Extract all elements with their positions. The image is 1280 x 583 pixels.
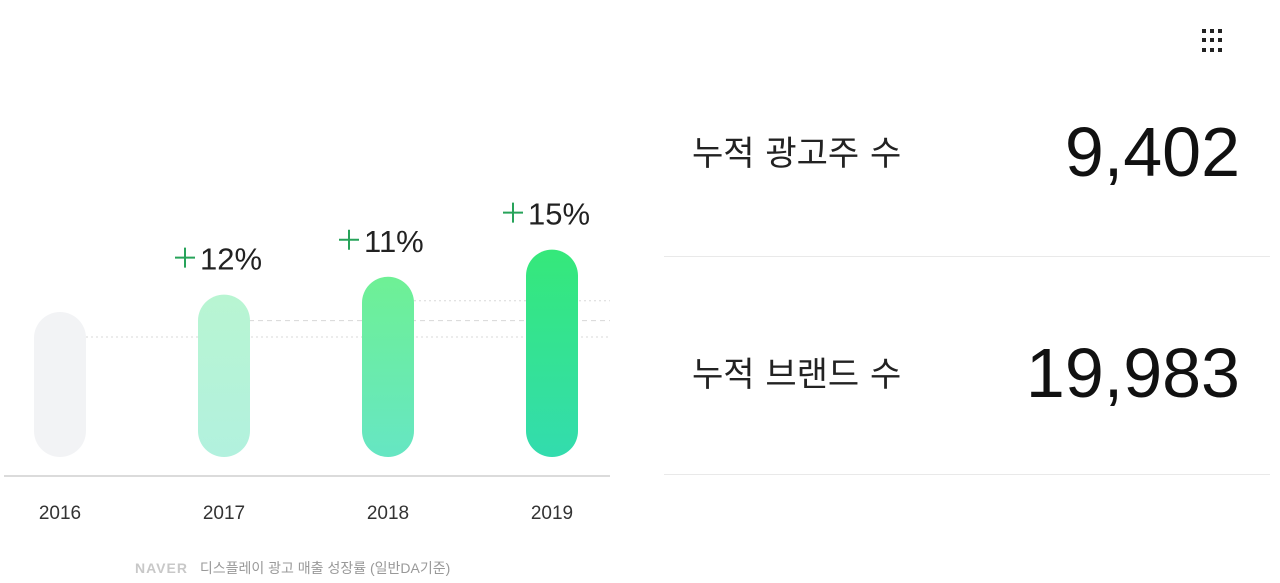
year-label-2017: 2017: [203, 503, 245, 524]
plus-icon: [175, 247, 195, 268]
stat-label: 누적 브랜드 수: [692, 355, 902, 395]
stat-brands: 누적 브랜드 수 19,983: [664, 257, 1270, 475]
bar-2016: [34, 312, 86, 457]
stats-panel: 누적 광고주 수 9,402 누적 브랜드 수 19,983: [664, 40, 1270, 475]
bar-2019: [526, 249, 578, 457]
naver-logo-text: NAVER: [135, 560, 188, 576]
plus-icon: [503, 202, 523, 223]
year-label-2019: 2019: [531, 503, 573, 524]
chart-caption: NAVER 디스플레이 광고 매출 성장률 (일반DA기준): [135, 558, 450, 578]
stat-value: 9,402: [1064, 113, 1240, 191]
stat-label: 누적 광고주 수: [692, 134, 902, 174]
grid-menu-icon[interactable]: [1202, 29, 1226, 53]
growth-label-2017: 12%: [200, 242, 262, 277]
stat-value: 19,983: [1025, 334, 1240, 412]
bar-2017: [198, 294, 250, 457]
stat-advertisers: 누적 광고주 수 9,402: [664, 40, 1270, 257]
plus-icon: [339, 229, 359, 250]
year-label-2016: 2016: [39, 503, 81, 524]
bar-2018: [362, 276, 414, 457]
growth-label-2019: 15%: [528, 197, 590, 232]
year-label-2018: 2018: [367, 503, 409, 524]
growth-bar-chart: 12% 11% 15% 2016 2017 2018 2019: [4, 197, 610, 524]
growth-label-2018: 11%: [364, 224, 424, 259]
caption-text: 디스플레이 광고 매출 성장률 (일반DA기준): [199, 560, 451, 576]
